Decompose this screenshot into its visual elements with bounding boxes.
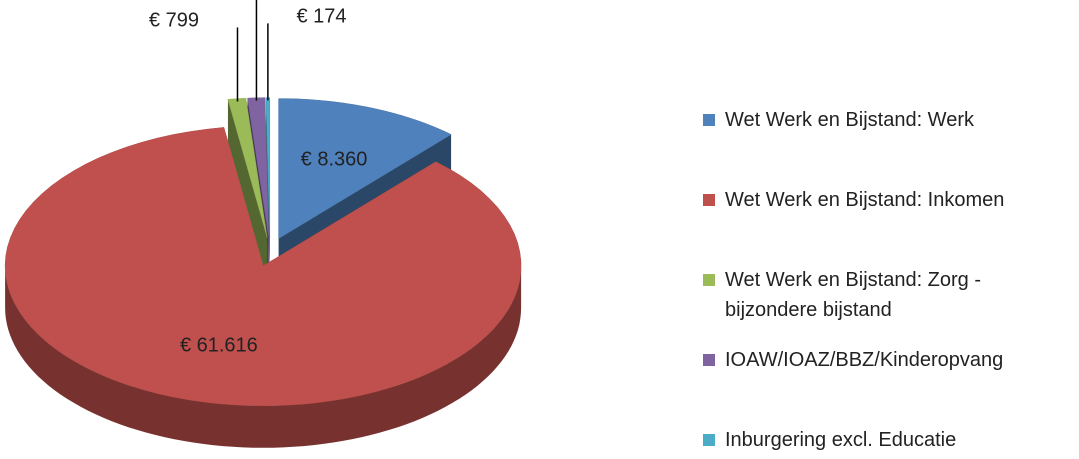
legend-label: Wet Werk en Bijstand: Zorg - bijzondere … <box>725 269 982 321</box>
data-label: € 8.360 <box>301 148 368 170</box>
legend-label: Wet Werk en Bijstand: Inkomen <box>725 189 1005 211</box>
legend-item: Wet Werk en Bijstand: Inkomen <box>703 185 1048 215</box>
legend-label: Wet Werk en Bijstand: Werk <box>725 109 974 131</box>
data-label: € 174 <box>296 6 346 28</box>
legend-item: IOAW/IOAZ/BBZ/Kinderopvang <box>703 345 1048 375</box>
legend-swatch <box>703 274 715 286</box>
legend-label: IOAW/IOAZ/BBZ/Kinderopvang <box>725 349 1004 371</box>
legend-swatch <box>703 194 715 206</box>
chart: € 8.360€ 61.616€ 799€ 770€ 174 <box>4 0 522 448</box>
legend-label: Inburgering excl. Educatie <box>725 429 957 451</box>
slice-side <box>5 265 522 448</box>
legend-item: Inburgering excl. Educatie <box>703 425 1048 455</box>
slice <box>4 127 522 407</box>
legend-swatch <box>703 434 715 446</box>
legend-swatch <box>703 354 715 366</box>
legend-item: Wet Werk en Bijstand: Zorg - bijzondere … <box>703 265 1048 325</box>
slice <box>278 98 452 239</box>
data-label: € 799 <box>149 10 199 32</box>
data-label: € 61.616 <box>180 335 258 357</box>
legend-item: Wet Werk en Bijstand: Werk <box>703 105 1048 135</box>
slice-side <box>227 99 268 280</box>
legend-swatch <box>703 114 715 126</box>
